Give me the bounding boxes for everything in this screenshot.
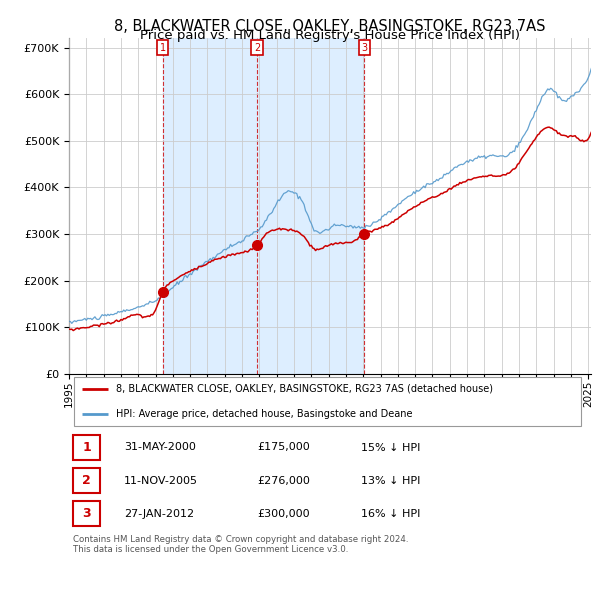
FancyBboxPatch shape bbox=[73, 435, 100, 460]
Text: £175,000: £175,000 bbox=[257, 442, 310, 453]
Text: Contains HM Land Registry data © Crown copyright and database right 2024.
This d: Contains HM Land Registry data © Crown c… bbox=[73, 535, 409, 554]
Text: 2: 2 bbox=[82, 474, 91, 487]
FancyBboxPatch shape bbox=[74, 376, 581, 426]
Text: 11-NOV-2005: 11-NOV-2005 bbox=[124, 476, 198, 486]
Text: £276,000: £276,000 bbox=[257, 476, 310, 486]
Text: 8, BLACKWATER CLOSE, OAKLEY, BASINGSTOKE, RG23 7AS: 8, BLACKWATER CLOSE, OAKLEY, BASINGSTOKE… bbox=[114, 19, 546, 34]
Text: Price paid vs. HM Land Registry's House Price Index (HPI): Price paid vs. HM Land Registry's House … bbox=[140, 30, 520, 42]
FancyBboxPatch shape bbox=[73, 468, 100, 493]
Text: HPI: Average price, detached house, Basingstoke and Deane: HPI: Average price, detached house, Basi… bbox=[116, 409, 412, 419]
Text: 3: 3 bbox=[82, 507, 91, 520]
Text: 3: 3 bbox=[361, 42, 367, 53]
Text: 27-JAN-2012: 27-JAN-2012 bbox=[124, 509, 194, 519]
Text: 1: 1 bbox=[160, 42, 166, 53]
Text: £300,000: £300,000 bbox=[257, 509, 310, 519]
Text: 31-MAY-2000: 31-MAY-2000 bbox=[124, 442, 196, 453]
Text: 16% ↓ HPI: 16% ↓ HPI bbox=[361, 509, 421, 519]
Text: 1: 1 bbox=[82, 441, 91, 454]
Text: 15% ↓ HPI: 15% ↓ HPI bbox=[361, 442, 421, 453]
FancyBboxPatch shape bbox=[73, 502, 100, 526]
Text: 2: 2 bbox=[254, 42, 260, 53]
Bar bbox=[163, 38, 364, 374]
Text: 13% ↓ HPI: 13% ↓ HPI bbox=[361, 476, 421, 486]
Text: 8, BLACKWATER CLOSE, OAKLEY, BASINGSTOKE, RG23 7AS (detached house): 8, BLACKWATER CLOSE, OAKLEY, BASINGSTOKE… bbox=[116, 384, 493, 394]
